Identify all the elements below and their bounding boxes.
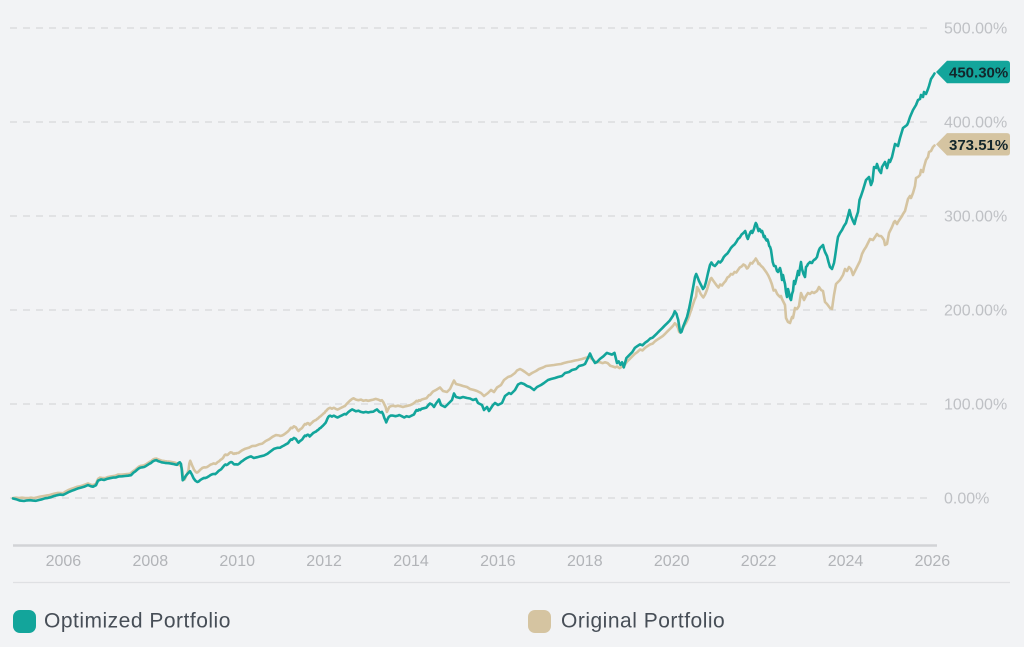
svg-text:2006: 2006 — [46, 553, 82, 570]
svg-text:2022: 2022 — [741, 553, 777, 570]
svg-text:2016: 2016 — [480, 553, 516, 570]
svg-text:2012: 2012 — [306, 553, 342, 570]
svg-text:2008: 2008 — [133, 553, 169, 570]
svg-text:Original Portfolio: Original Portfolio — [561, 610, 725, 633]
svg-text:373.51%: 373.51% — [949, 137, 1008, 154]
svg-text:200.00%: 200.00% — [944, 303, 1007, 320]
svg-text:2024: 2024 — [828, 553, 864, 570]
svg-text:2014: 2014 — [393, 553, 429, 570]
svg-text:2020: 2020 — [654, 553, 690, 570]
svg-text:2010: 2010 — [219, 553, 255, 570]
svg-text:500.00%: 500.00% — [944, 21, 1007, 38]
svg-text:2018: 2018 — [567, 553, 603, 570]
svg-text:0.00%: 0.00% — [944, 491, 989, 508]
svg-text:2026: 2026 — [915, 553, 951, 570]
svg-text:450.30%: 450.30% — [949, 65, 1008, 82]
svg-text:100.00%: 100.00% — [944, 397, 1007, 414]
svg-text:300.00%: 300.00% — [944, 209, 1007, 226]
svg-text:Optimized Portfolio: Optimized Portfolio — [44, 610, 231, 633]
svg-text:400.00%: 400.00% — [944, 115, 1007, 132]
